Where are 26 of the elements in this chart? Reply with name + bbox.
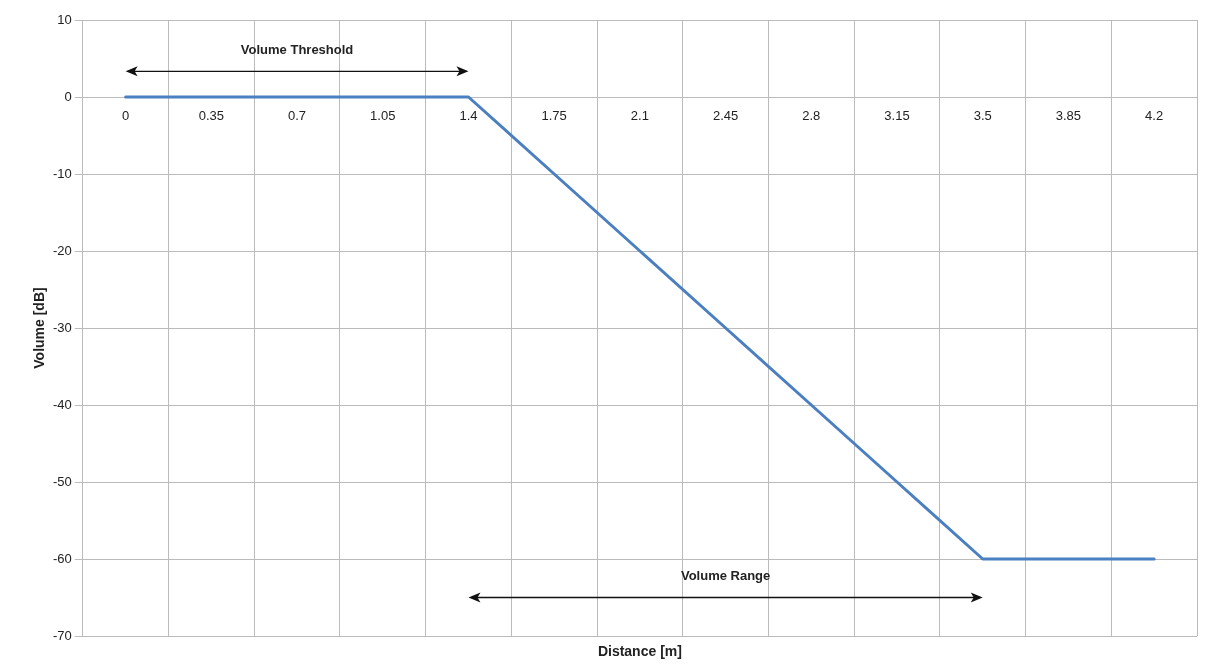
x-tick-label: 2.45: [712, 108, 739, 124]
x-tick-label: 0: [122, 108, 130, 124]
x-tick-label: 1.75: [541, 108, 567, 124]
annotation: Volume Threshold: [240, 41, 354, 57]
y-tick-label: 10: [57, 11, 72, 27]
x-tick-label: 3.85: [1055, 108, 1082, 124]
x-tick-label: 0.7: [288, 108, 307, 124]
x-axis-title: Distance [m]: [597, 642, 682, 659]
annotation: Volume Range: [680, 568, 771, 584]
x-tick-label: 1.05: [370, 108, 396, 124]
y-tick-label: -10: [52, 165, 72, 181]
y-tick-label: -60: [52, 550, 72, 566]
x-tick-label: 4.2: [1145, 108, 1164, 124]
y-tick-label: -50: [52, 473, 72, 489]
x-tick-label: 3.15: [884, 108, 910, 124]
x-tick-label: 2.8: [802, 108, 821, 124]
x-tick-label: 0.35: [198, 108, 225, 124]
x-tick-label: 1.4: [459, 108, 478, 124]
y-tick-label: -40: [52, 396, 72, 412]
y-tick-label: -70: [52, 627, 72, 643]
x-tick-label: 3.5: [973, 108, 992, 124]
y-axis-title: Volume [dB]: [30, 287, 47, 369]
y-tick-label: -30: [52, 319, 72, 335]
y-tick-label: 0: [64, 88, 72, 104]
x-tick-label: 2.1: [630, 108, 649, 124]
y-tick-label: -20: [52, 242, 72, 258]
